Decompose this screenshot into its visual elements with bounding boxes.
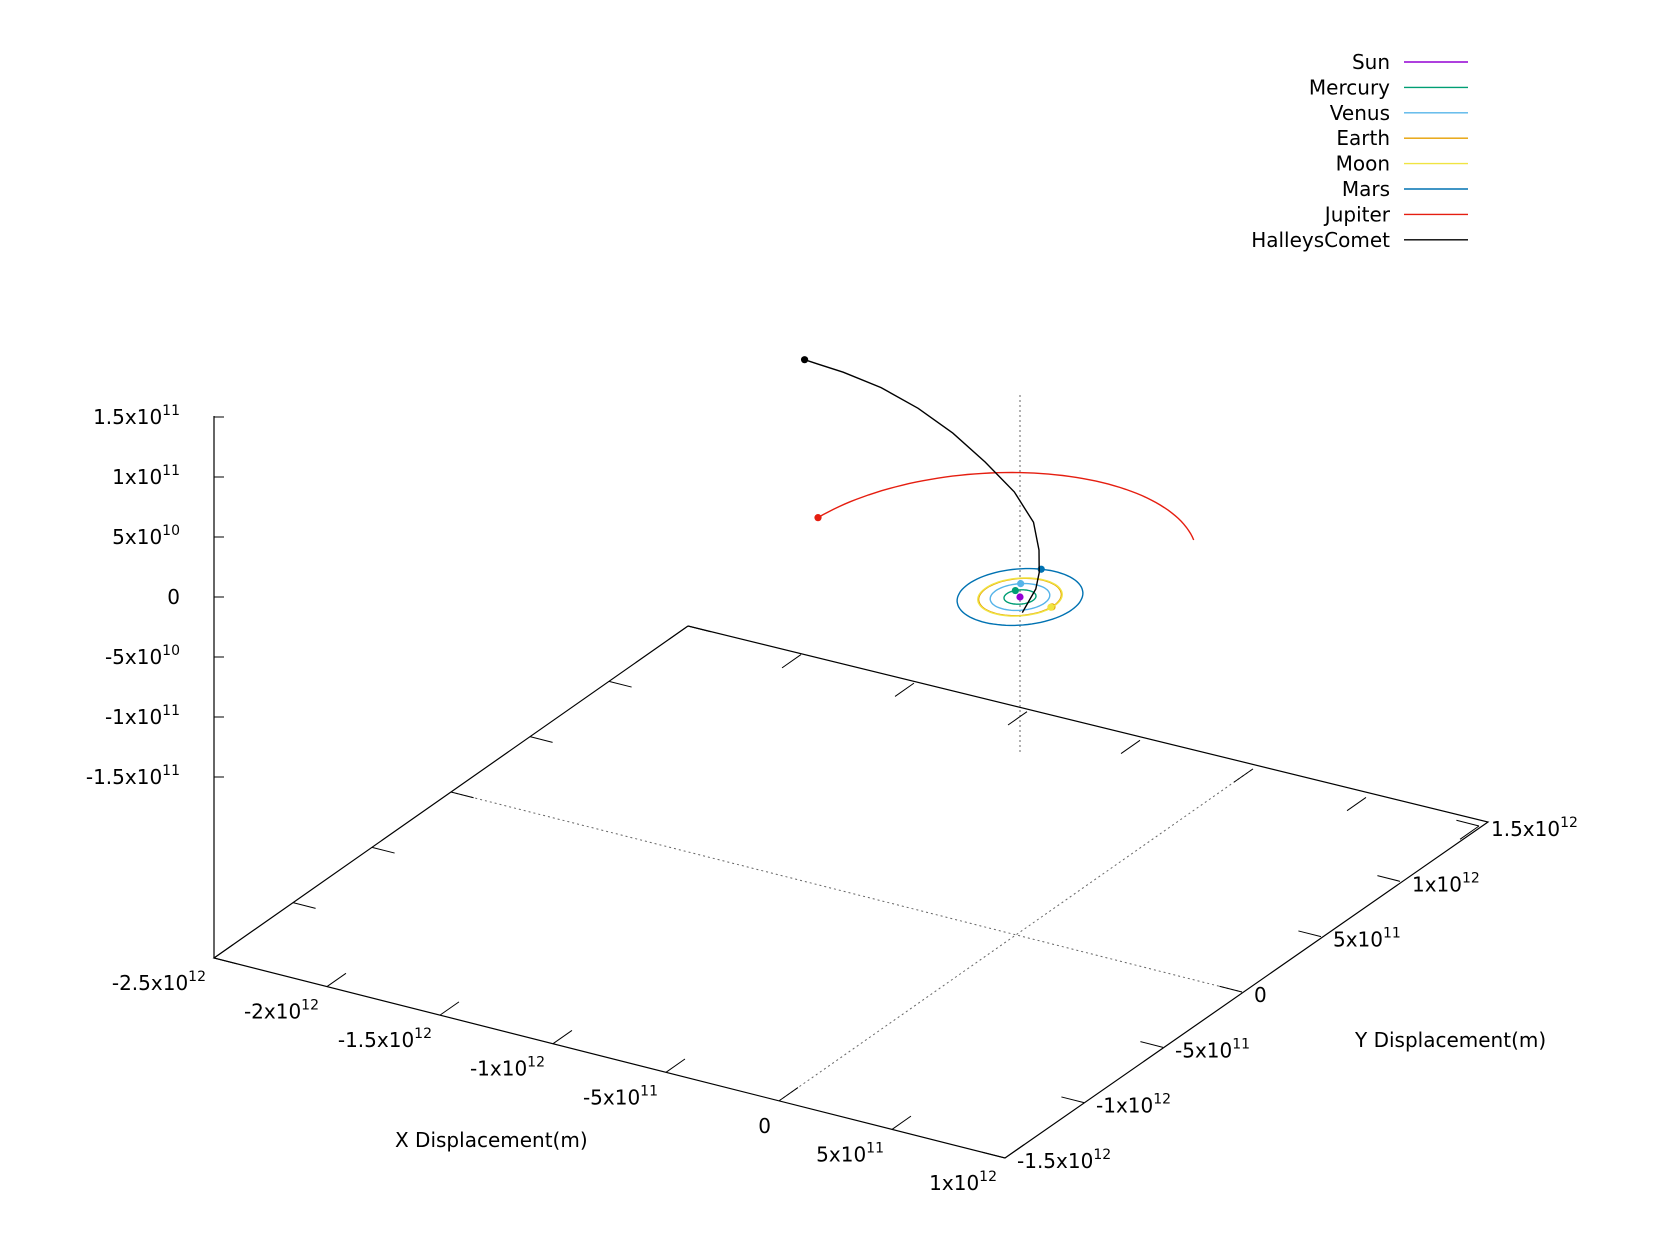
z-tick-label-0: 1.5x1011 xyxy=(93,403,180,429)
legend-label-venus: Venus xyxy=(1330,101,1390,125)
x-tick-1 xyxy=(326,972,347,987)
legend-label-halleyscomet: HalleysComet xyxy=(1251,228,1390,252)
y-tick-label-0: -1.5x1012 xyxy=(1017,1147,1111,1173)
x-tick-label-3: -1x1012 xyxy=(470,1055,545,1081)
y-tick-3 xyxy=(1219,985,1243,993)
x-tick-2 xyxy=(439,1001,460,1016)
y-tick-back-2 xyxy=(371,846,395,854)
legend-label-sun: Sun xyxy=(1352,50,1390,74)
y-tick-5 xyxy=(1377,875,1401,882)
plot-area xyxy=(800,356,1195,627)
jupiter-trajectory xyxy=(817,471,1195,541)
z-tick-label-4: -5x1010 xyxy=(105,643,180,669)
moon-trajectory xyxy=(977,577,1063,617)
x-tick-back-1 xyxy=(781,654,802,669)
y-tick-label-6: 1.5x1012 xyxy=(1491,815,1578,841)
y-tick-label-5: 1x1012 xyxy=(1412,870,1480,896)
x-tick-label-7: 1x1012 xyxy=(929,1169,997,1195)
y-tick-back-5 xyxy=(608,680,632,688)
x-tick-back-4 xyxy=(1120,739,1141,754)
y-tick-label-3: 0 xyxy=(1254,983,1267,1007)
y-tick-6 xyxy=(1456,819,1480,827)
y-tick-back-1 xyxy=(292,902,316,909)
legend-label-moon: Moon xyxy=(1336,152,1390,176)
x-tick-label-2: -1.5x1012 xyxy=(338,1026,432,1052)
y-tick-back-4 xyxy=(529,736,553,743)
y-tick-2 xyxy=(1140,1041,1164,1048)
x-tick-back-0 xyxy=(668,625,689,640)
legend-label-mars: Mars xyxy=(1342,177,1390,201)
z-tick-label-6: -1.5x1011 xyxy=(86,763,180,789)
x-tick-back-2 xyxy=(894,682,915,697)
x-tick-3 xyxy=(552,1030,573,1045)
z-tick-label-5: -1x1011 xyxy=(105,703,180,729)
y-tick-1 xyxy=(1061,1096,1085,1104)
guide-y0 xyxy=(778,768,1254,1102)
x-tick-back-7 xyxy=(1459,825,1480,840)
mercury-marker xyxy=(1011,586,1019,595)
x-tick-7 xyxy=(1004,1144,1025,1159)
y-tick-back-6 xyxy=(687,625,711,633)
halleyscomet-trajectory xyxy=(804,359,1040,613)
x-tick-5 xyxy=(778,1087,799,1102)
venus-marker xyxy=(1017,580,1025,588)
sun-marker xyxy=(1016,593,1024,601)
x-tick-label-1: -2x1012 xyxy=(244,998,319,1024)
x-tick-back-3 xyxy=(1007,711,1028,726)
y-tick-label-1: -1x1012 xyxy=(1096,1092,1171,1118)
x-tick-label-6: 5x1011 xyxy=(816,1140,884,1166)
z-tick-label-2: 5x1010 xyxy=(112,523,180,549)
x-tick-label-0: -2.5x1012 xyxy=(112,969,206,995)
legend-label-earth: Earth xyxy=(1336,126,1390,150)
axis-ticks: -2.5x1012 -2x1012 -1.5x1012 -1x1012 -5x1011 0… xyxy=(86,403,1578,1195)
x-tick-6 xyxy=(891,1115,912,1130)
legend: SunMercuryVenusEarthMoonMarsJupiterHalle… xyxy=(1251,50,1468,252)
z-tick-label-1: 1x1011 xyxy=(112,463,180,489)
mercury-trajectory xyxy=(1003,589,1037,605)
floor-frame xyxy=(212,625,1490,1159)
mars-trajectory xyxy=(956,567,1084,627)
y-tick-back-0 xyxy=(213,957,237,965)
x-tick-0 xyxy=(213,944,234,959)
y-tick-4 xyxy=(1298,930,1322,938)
x-tick-back-5 xyxy=(1233,768,1254,783)
x-axis-title: X Displacement(m) xyxy=(395,1128,588,1152)
moon-marker xyxy=(1047,603,1055,611)
venus-trajectory xyxy=(989,582,1051,612)
z-tick-label-3: 0 xyxy=(167,585,180,609)
guide-x0 xyxy=(450,791,1243,993)
x-tick-label-5: 0 xyxy=(758,1114,771,1138)
x-tick-4 xyxy=(665,1058,686,1073)
y-tick-0 xyxy=(982,1151,1006,1159)
y-tick-label-4: 5x1011 xyxy=(1333,926,1401,952)
halleyscomet-marker xyxy=(800,356,809,364)
legend-label-mercury: Mercury xyxy=(1309,75,1390,99)
jupiter-marker xyxy=(814,514,822,522)
origin-guides xyxy=(450,395,1254,1102)
x-tick-label-4: -5x1011 xyxy=(583,1083,658,1109)
y-axis-title: Y Displacement(m) xyxy=(1354,1028,1546,1052)
legend-label-jupiter: Jupiter xyxy=(1323,202,1391,226)
y-tick-back-3 xyxy=(450,791,474,799)
y-tick-label-2: -5x1011 xyxy=(1175,1036,1250,1062)
x-tick-back-6 xyxy=(1346,797,1367,812)
